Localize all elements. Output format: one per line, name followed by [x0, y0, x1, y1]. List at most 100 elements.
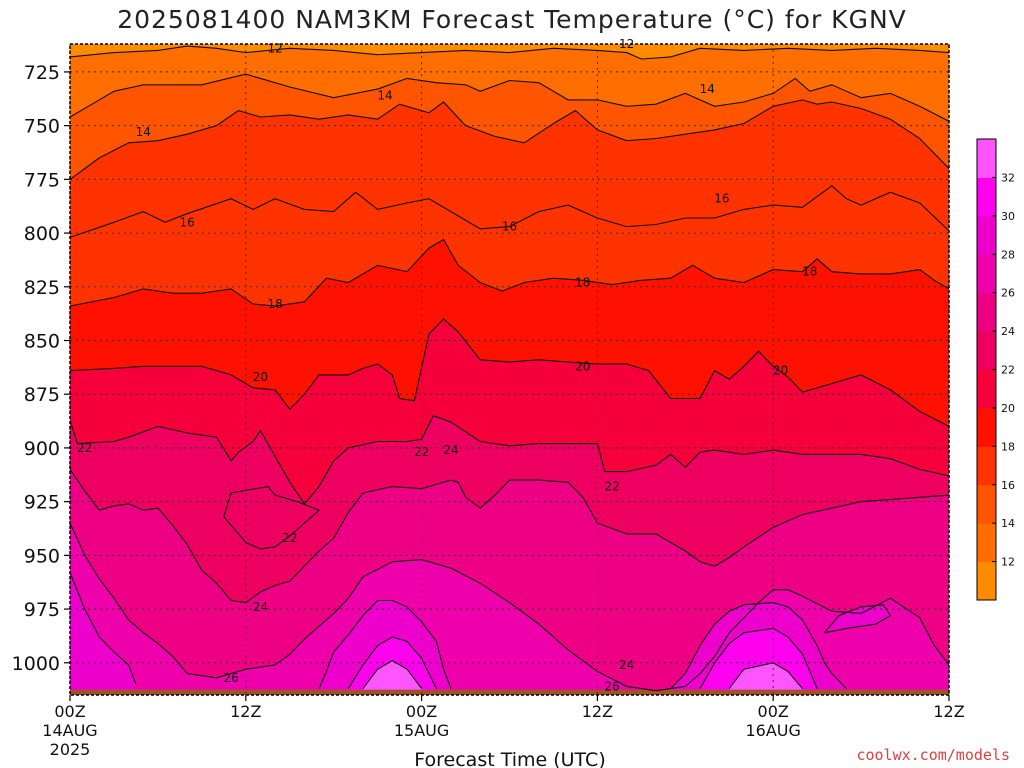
- contour-label-18: 24: [443, 443, 458, 457]
- contour-label-8: 18: [267, 297, 282, 311]
- xtick-label-0-2: 2025: [50, 740, 91, 759]
- contour-label-0: 12: [267, 41, 282, 55]
- colorbar-label-16: 16: [1001, 479, 1015, 492]
- colorbar-label-30: 30: [1001, 210, 1015, 223]
- colorbar-label-24: 24: [1001, 325, 1015, 338]
- contour-line-24-8: [70, 469, 949, 604]
- contour-label-17: 22: [282, 531, 297, 545]
- contour-line-22-6: [70, 415, 949, 505]
- colorbar-label-32: 32: [1001, 171, 1015, 184]
- colorbar-swatch-1: [977, 523, 996, 563]
- contour-label-6: 16: [502, 220, 517, 234]
- ytick-label-975: 975: [24, 599, 60, 621]
- credit-text: coolwx.com/models: [856, 746, 1010, 764]
- colorbar: 12 14 16 18 20 22 24 26 28 30 32: [976, 138, 1015, 601]
- colorbar-swatch-7: [977, 292, 996, 332]
- contour-label-11: 20: [253, 370, 268, 384]
- contour-line-32-15: [362, 659, 423, 689]
- contour-line-16-3: [70, 185, 949, 238]
- contour-line-14-1: [70, 73, 949, 122]
- contour-line-30-14: [699, 627, 818, 689]
- colorbar-swatch-8: [977, 254, 996, 294]
- contour-label-20: 24: [619, 658, 634, 672]
- xtick-label-12-0: 12Z: [230, 702, 261, 721]
- xtick-label-0-1: 14AUG: [42, 721, 97, 740]
- contour-label-13: 20: [773, 364, 788, 378]
- contour-line-18-4: [70, 238, 949, 307]
- contour-label-16: 22: [604, 480, 619, 494]
- ytick-label-725: 725: [24, 62, 60, 84]
- colorbar-swatch-5: [977, 369, 996, 409]
- colorbar-label-28: 28: [1001, 248, 1015, 261]
- band-fill-22-7: [223, 486, 319, 549]
- contour-line-12-0: [70, 45, 949, 60]
- colorbar-swatch-3: [977, 446, 996, 486]
- colorbar-label-14: 14: [1001, 517, 1015, 530]
- xtick-label-24-0: 00Z: [406, 702, 437, 721]
- ytick-label-750: 750: [24, 116, 60, 138]
- xtick-label-60-0: 12Z: [933, 702, 964, 721]
- contour-line-30-13: [347, 636, 437, 689]
- contour-label-4: 14: [700, 82, 715, 96]
- ytick-label-1000: 1000: [12, 653, 60, 675]
- contour-label-19: 24: [253, 600, 268, 614]
- colorbar-swatch-6: [977, 331, 996, 370]
- ground-fill: [70, 689, 949, 695]
- contour-label-9: 18: [575, 275, 590, 289]
- x-axis-label: Forecast Time (UTC): [414, 749, 605, 768]
- colorbar-label-26: 26: [1001, 287, 1015, 300]
- colorbar-swatch-9: [977, 215, 996, 255]
- ytick-label-800: 800: [24, 223, 60, 245]
- contour-label-12: 20: [575, 359, 590, 373]
- ytick-label-900: 900: [24, 438, 60, 460]
- contour-label-2: 14: [136, 125, 151, 139]
- contour-lines: [70, 45, 949, 692]
- contour-line-28-12: [670, 602, 847, 689]
- colorbar-label-20: 20: [1001, 402, 1015, 415]
- contour-label-10: 18: [802, 265, 817, 279]
- ground-surface: [70, 689, 949, 695]
- contour-label-5: 16: [180, 215, 195, 229]
- ytick-label-775: 775: [24, 169, 60, 191]
- colorbar-swatch-11: [977, 139, 996, 178]
- colorbar-swatch-10: [977, 177, 996, 217]
- contour-line-26-9: [70, 522, 949, 692]
- contour-label-7: 16: [714, 192, 729, 206]
- contour-line-28-11: [318, 599, 452, 689]
- colorbar-label-18: 18: [1001, 440, 1015, 453]
- contour-line-16-2: [70, 99, 949, 180]
- contour-line-28-10: [70, 572, 137, 685]
- colorbar-swatch-0: [977, 561, 996, 601]
- ytick-label-825: 825: [24, 277, 60, 299]
- contour-line-32-16: [728, 662, 803, 689]
- contour-label-22: 26: [604, 679, 619, 693]
- colorbar-label-22: 22: [1001, 364, 1015, 377]
- chart-title: 2025081400 NAM3KM Forecast Temperature (…: [117, 5, 907, 34]
- contour-label-21: 26: [224, 671, 239, 685]
- ytick-label-850: 850: [24, 330, 60, 352]
- filled-contours: [70, 44, 949, 695]
- contour-line-28-17: [824, 604, 892, 634]
- ytick-label-950: 950: [24, 545, 60, 567]
- colorbar-swatch-2: [977, 484, 996, 524]
- xtick-label-48-1: 16AUG: [745, 721, 800, 740]
- contour-label-15: 22: [414, 445, 429, 459]
- xtick-label-36-0: 12Z: [582, 702, 613, 721]
- contour-line-20-5: [70, 318, 949, 427]
- y-axis-ticks: 725 750 775 800 825 850 875 900 925 950 975 1000: [12, 62, 70, 675]
- contour-label-14: 22: [77, 441, 92, 455]
- band-fill-32-16: [729, 662, 803, 695]
- band-fill-28-17: [824, 604, 891, 633]
- ytick-label-925: 925: [24, 492, 60, 514]
- xtick-label-24-1: 15AUG: [394, 721, 449, 740]
- contour-label-3: 14: [377, 89, 392, 103]
- ytick-label-875: 875: [24, 384, 60, 406]
- colorbar-label-12: 12: [1001, 556, 1015, 569]
- contour-line-22-7: [223, 486, 321, 550]
- band-fill-28-10: [70, 572, 136, 695]
- xtick-label-48-0: 00Z: [758, 702, 789, 721]
- xtick-label-0-0: 00Z: [54, 702, 85, 721]
